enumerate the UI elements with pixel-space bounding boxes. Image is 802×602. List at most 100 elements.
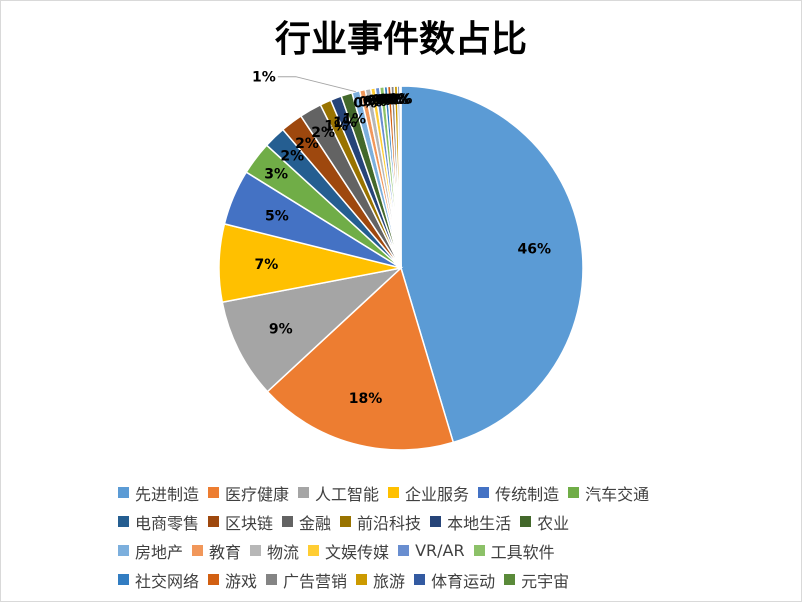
legend-swatch — [356, 574, 368, 585]
legend-label: 企业服务 — [405, 484, 470, 504]
data-label-category-11: 1% — [333, 115, 357, 131]
legend-swatch — [473, 545, 485, 556]
legend-item-category-8: 区块链 — [208, 510, 273, 534]
legend-swatch — [568, 487, 580, 498]
leader-lines — [277, 76, 356, 93]
legend-item-category-7: 电商零售 — [118, 510, 199, 534]
legend-item-category-13: 房地产 — [118, 539, 183, 563]
legend-label: 汽车交通 — [585, 484, 650, 504]
data-label-category-4: 7% — [254, 257, 278, 273]
legend-item-category-24: 元宇宙 — [504, 568, 569, 592]
legend-label: VR/AR — [415, 541, 465, 560]
legend-item-category-16: 文娱传媒 — [308, 539, 389, 563]
data-label-category-8: 2% — [295, 136, 319, 152]
legend-item-category-20: 游戏 — [208, 568, 257, 592]
legend-item-vr-ar: VR/AR — [398, 541, 465, 560]
legend-swatch — [282, 516, 294, 527]
data-label-category-24: 0% — [389, 92, 413, 108]
legend-item-category-19: 社交网络 — [118, 568, 199, 592]
legend-item-category-10: 前沿科技 — [340, 510, 421, 534]
legend-swatch — [208, 487, 220, 498]
legend-label: 传统制造 — [495, 484, 560, 504]
legend-label: 体育运动 — [431, 571, 496, 591]
legend-label: 区块链 — [225, 513, 274, 533]
data-label-category-16: 0% — [363, 94, 387, 110]
data-label-category-3: 9% — [269, 322, 293, 338]
legend-swatch — [478, 487, 490, 498]
legend-item-category-11: 本地生活 — [430, 510, 511, 534]
pie-chart: 46%18%9%7%5%3%2%2%2%1%1%1%1%0%0%0%0%0%0%… — [218, 70, 584, 451]
legend-swatch — [266, 574, 278, 585]
legend-item-category-12: 农业 — [520, 510, 569, 534]
legend-row: 社交网络 游戏 广告营销 旅游 体育运动 元宇宙 — [118, 565, 758, 594]
data-labels: 46%18%9%7%5%3%2%2%2%1%1%1%1%0%0%0%0%0%0%… — [252, 70, 551, 407]
legend-item-category-4: 企业服务 — [388, 481, 469, 505]
pie-slice-category-24 — [399, 85, 402, 269]
chart-title: 行业事件数占比 — [274, 18, 527, 60]
legend-label: 房地产 — [135, 542, 184, 562]
data-label-category-19: 0% — [375, 92, 399, 108]
legend-label: 先进制造 — [135, 484, 200, 504]
legend-swatch — [118, 516, 129, 527]
legend-swatch — [520, 516, 532, 527]
legend-swatch — [192, 545, 204, 556]
legend-swatch — [208, 574, 220, 585]
legend-swatch — [340, 516, 352, 527]
legend-label: 农业 — [537, 513, 570, 533]
data-label-category-14: 0% — [353, 96, 377, 112]
data-label-vr-ar: 0% — [367, 93, 391, 109]
pie-slice-category-1 — [400, 85, 584, 444]
data-label-category-2: 18% — [349, 391, 383, 407]
leader-line-category-13 — [277, 76, 356, 93]
pie-slice-category-2 — [266, 266, 455, 451]
legend-item-category-15: 物流 — [250, 539, 299, 563]
legend-label: 元宇宙 — [521, 571, 570, 591]
legend-item-category-6: 汽车交通 — [568, 481, 649, 505]
legend-item-category-18: 工具软件 — [473, 539, 555, 563]
legend-label: 电商零售 — [135, 513, 200, 533]
legend-swatch — [118, 487, 129, 498]
legend-swatch — [430, 516, 442, 527]
pie-slice-category-3 — [221, 266, 404, 393]
legend-label: 工具软件 — [490, 542, 555, 562]
legend-swatch — [308, 545, 320, 556]
data-label-category-22: 0% — [384, 92, 408, 108]
data-label-category-12: 1% — [342, 112, 366, 128]
data-label-category-13: 1% — [252, 70, 276, 86]
legend-item-category-9: 金融 — [282, 510, 331, 534]
legend-item-category-2: 医疗健康 — [208, 481, 289, 505]
legend-label: 本地生活 — [447, 513, 512, 533]
data-label-category-9: 2% — [311, 125, 335, 141]
data-label-category-1: 46% — [517, 241, 551, 257]
legend-label: 人工智能 — [315, 484, 380, 504]
legend: 先进制造 医疗健康 人工智能 企业服务 传统制造 汽车交通电商零售 区块链 金融 前沿科技 本地生… — [118, 478, 758, 594]
legend-item-category-3: 人工智能 — [298, 481, 379, 505]
legend-item-category-21: 广告营销 — [266, 568, 347, 592]
legend-row: 房地产 教育 物流 文娱传媒 VR/AR 工具软件 — [118, 536, 758, 565]
legend-swatch — [118, 545, 129, 556]
legend-label: 金融 — [299, 513, 332, 533]
legend-swatch — [388, 487, 400, 498]
data-label-category-21: 0% — [381, 92, 405, 108]
data-label-category-18: 0% — [371, 93, 395, 109]
legend-item-category-22: 旅游 — [356, 568, 405, 592]
legend-label: 广告营销 — [283, 571, 348, 591]
legend-item-category-1: 先进制造 — [118, 481, 199, 505]
legend-label: 文娱传媒 — [325, 542, 390, 562]
data-label-category-20: 0% — [378, 92, 402, 108]
legend-swatch — [250, 545, 262, 556]
legend-item-category-5: 传统制造 — [478, 481, 559, 505]
legend-swatch — [298, 487, 310, 498]
legend-label: 前沿科技 — [357, 513, 422, 533]
data-label-category-6: 3% — [264, 167, 288, 183]
legend-swatch — [504, 574, 516, 585]
legend-label: 物流 — [267, 542, 300, 562]
legend-swatch — [414, 574, 426, 585]
data-label-category-23: 0% — [387, 92, 411, 108]
legend-label: 游戏 — [225, 571, 258, 591]
legend-label: 旅游 — [373, 571, 406, 591]
data-label-category-5: 5% — [265, 209, 289, 225]
legend-label: 医疗健康 — [225, 484, 290, 504]
legend-row: 先进制造 医疗健康 人工智能 企业服务 传统制造 汽车交通 — [118, 478, 758, 507]
legend-row: 电商零售 区块链 金融 前沿科技 本地生活 农业 — [118, 507, 758, 536]
